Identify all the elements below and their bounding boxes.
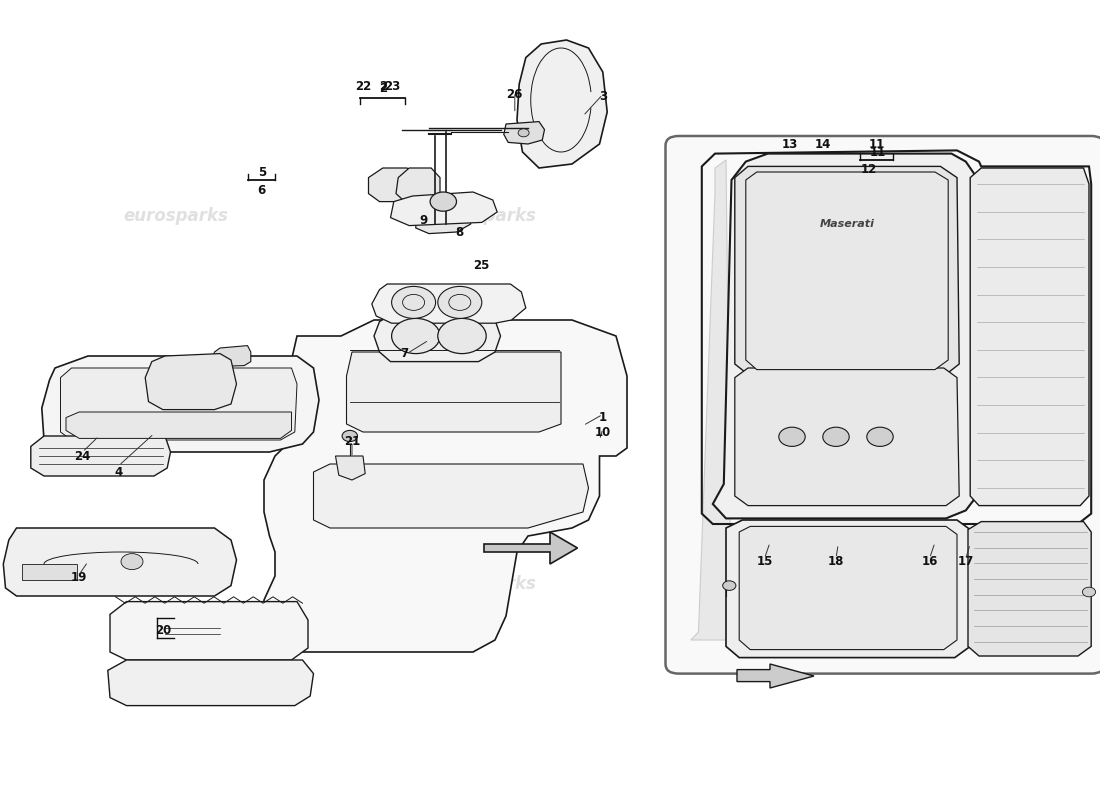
Circle shape bbox=[438, 318, 486, 354]
Polygon shape bbox=[145, 354, 236, 410]
Text: eurosparks: eurosparks bbox=[123, 575, 229, 593]
Text: 11: 11 bbox=[870, 146, 886, 158]
Polygon shape bbox=[42, 356, 319, 452]
Polygon shape bbox=[60, 368, 297, 440]
Polygon shape bbox=[737, 664, 814, 688]
Text: 10: 10 bbox=[595, 426, 610, 438]
Text: 11: 11 bbox=[869, 138, 884, 150]
Polygon shape bbox=[346, 352, 561, 432]
Text: 20: 20 bbox=[155, 624, 170, 637]
Text: 21: 21 bbox=[344, 435, 360, 448]
Polygon shape bbox=[372, 284, 526, 323]
Text: eurosparks: eurosparks bbox=[431, 575, 537, 593]
Polygon shape bbox=[3, 528, 236, 596]
Text: eurosparks: eurosparks bbox=[123, 207, 229, 225]
Polygon shape bbox=[211, 346, 251, 366]
Polygon shape bbox=[110, 602, 308, 660]
Polygon shape bbox=[504, 122, 544, 144]
Text: 22: 22 bbox=[355, 80, 371, 93]
Text: 1: 1 bbox=[598, 411, 607, 424]
Text: eurosparks: eurosparks bbox=[123, 375, 229, 393]
Circle shape bbox=[779, 427, 805, 446]
Polygon shape bbox=[264, 320, 627, 652]
Polygon shape bbox=[314, 464, 588, 528]
Polygon shape bbox=[735, 368, 959, 506]
Polygon shape bbox=[484, 532, 578, 564]
Circle shape bbox=[723, 581, 736, 590]
Polygon shape bbox=[390, 192, 497, 226]
Circle shape bbox=[342, 430, 358, 442]
Text: eurosparks: eurosparks bbox=[431, 375, 537, 393]
Polygon shape bbox=[66, 412, 292, 438]
Circle shape bbox=[823, 427, 849, 446]
Polygon shape bbox=[108, 660, 313, 706]
Polygon shape bbox=[374, 312, 500, 362]
Text: 3: 3 bbox=[598, 90, 607, 102]
Text: eurosparks: eurosparks bbox=[772, 375, 878, 393]
Polygon shape bbox=[691, 160, 732, 640]
Polygon shape bbox=[726, 520, 970, 658]
FancyBboxPatch shape bbox=[666, 136, 1100, 674]
Circle shape bbox=[392, 318, 440, 354]
Text: 19: 19 bbox=[72, 571, 87, 584]
Circle shape bbox=[438, 286, 482, 318]
Text: 24: 24 bbox=[75, 450, 90, 462]
Polygon shape bbox=[968, 522, 1091, 656]
Polygon shape bbox=[368, 168, 418, 202]
Polygon shape bbox=[22, 564, 77, 580]
Polygon shape bbox=[336, 456, 365, 480]
Polygon shape bbox=[739, 526, 957, 650]
Text: 7: 7 bbox=[400, 347, 409, 360]
Circle shape bbox=[392, 286, 436, 318]
Text: 14: 14 bbox=[815, 138, 830, 150]
Text: 9: 9 bbox=[419, 214, 428, 226]
Circle shape bbox=[518, 129, 529, 137]
Text: eurosparks: eurosparks bbox=[431, 207, 537, 225]
Polygon shape bbox=[735, 166, 959, 374]
Text: 4: 4 bbox=[114, 466, 123, 478]
Text: 15: 15 bbox=[757, 555, 772, 568]
Polygon shape bbox=[517, 40, 607, 168]
Text: 6: 6 bbox=[257, 184, 266, 197]
Circle shape bbox=[121, 554, 143, 570]
Text: Maserati: Maserati bbox=[820, 219, 874, 229]
Text: 17: 17 bbox=[958, 555, 974, 568]
Circle shape bbox=[430, 192, 456, 211]
Polygon shape bbox=[416, 208, 471, 234]
Text: 18: 18 bbox=[828, 555, 844, 568]
Polygon shape bbox=[746, 172, 948, 370]
Circle shape bbox=[867, 427, 893, 446]
Text: 26: 26 bbox=[507, 88, 522, 101]
Polygon shape bbox=[713, 154, 977, 518]
Text: 16: 16 bbox=[922, 555, 937, 568]
Polygon shape bbox=[396, 168, 440, 202]
Text: 12: 12 bbox=[861, 163, 877, 176]
Text: 13: 13 bbox=[782, 138, 797, 150]
Polygon shape bbox=[970, 168, 1089, 506]
Text: 25: 25 bbox=[474, 259, 490, 272]
Polygon shape bbox=[31, 436, 170, 476]
Text: eurosparks: eurosparks bbox=[772, 207, 878, 225]
Circle shape bbox=[1082, 587, 1096, 597]
Text: 23: 23 bbox=[385, 80, 400, 93]
Text: 2: 2 bbox=[378, 80, 387, 93]
Text: 2: 2 bbox=[378, 82, 387, 94]
Text: 5: 5 bbox=[257, 166, 266, 178]
Text: 8: 8 bbox=[455, 226, 464, 238]
